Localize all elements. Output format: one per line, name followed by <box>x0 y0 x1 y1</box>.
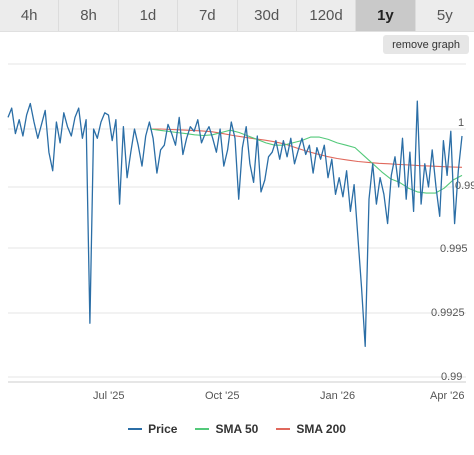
timeframe-tabs: 4h 8h 1d 7d 30d 120d 1y 5y <box>0 0 474 32</box>
tab-4h[interactable]: 4h <box>0 0 60 31</box>
series-line-sma-200 <box>150 128 463 168</box>
x-tick-label: Jan '26 <box>320 390 355 402</box>
remove-graph-button[interactable]: remove graph <box>383 35 469 54</box>
legend-item-sma-200[interactable]: SMA 200 <box>276 422 346 436</box>
tab-120d[interactable]: 120d <box>297 0 357 31</box>
legend-label: Price <box>148 422 178 436</box>
tab-8h[interactable]: 8h <box>59 0 119 31</box>
legend-swatch <box>195 428 210 430</box>
chart-legend: Price SMA 50 SMA 200 <box>0 419 474 439</box>
legend-label: SMA 200 <box>296 422 346 436</box>
x-tick-label: Apr '26 <box>430 390 465 402</box>
tab-1d[interactable]: 1d <box>119 0 179 31</box>
legend-item-price[interactable]: Price <box>128 422 177 436</box>
x-tick-label: Oct '25 <box>205 390 240 402</box>
tab-7d[interactable]: 7d <box>178 0 238 31</box>
x-axis-labels: Jul '25 Oct '25 Jan '26 Apr '26 <box>93 390 465 402</box>
legend-swatch <box>276 428 291 430</box>
tab-5y[interactable]: 5y <box>436 7 453 24</box>
y-tick-label: 0.995 <box>440 243 468 255</box>
price-chart: 1 0.9975 0.995 0.9925 0.99 Jul '25 Oct '25 Jan… <box>7 63 474 402</box>
series-line-price <box>7 100 463 347</box>
y-tick-label: 0.9975 <box>455 180 474 192</box>
y-tick-label: 0.99 <box>441 371 462 383</box>
y-axis-labels: 1 0.9975 0.995 0.9925 0.99 <box>431 117 474 383</box>
x-tick-label: Jul '25 <box>93 390 124 402</box>
y-tick-label: 0.9925 <box>431 307 465 319</box>
tab-1y[interactable]: 1y <box>356 0 416 31</box>
chart-series <box>7 100 463 347</box>
series-line-sma-50 <box>149 128 463 194</box>
legend-item-sma-50[interactable]: SMA 50 <box>195 422 258 436</box>
tab-30d[interactable]: 30d <box>238 0 297 31</box>
legend-swatch <box>128 428 143 430</box>
legend-label: SMA 50 <box>215 422 259 436</box>
y-tick-label: 1 <box>458 117 464 129</box>
